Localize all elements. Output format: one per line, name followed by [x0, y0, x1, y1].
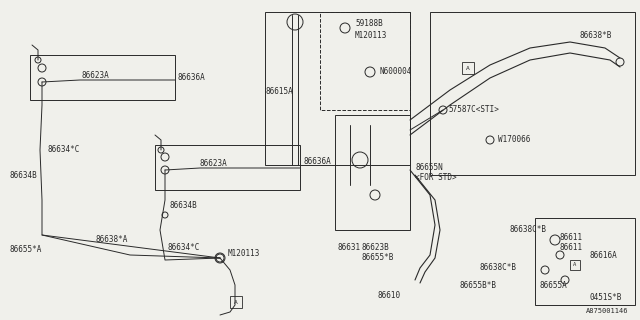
Text: 86616A: 86616A: [590, 251, 618, 260]
Text: 59188B: 59188B: [355, 20, 383, 28]
Text: A: A: [573, 262, 577, 268]
Text: 86655A: 86655A: [540, 281, 568, 290]
Text: 86610: 86610: [378, 291, 401, 300]
Text: 86655*B: 86655*B: [362, 253, 394, 262]
Text: 86623B: 86623B: [362, 244, 390, 252]
Text: 86623A: 86623A: [82, 71, 109, 81]
Text: <FOR STD>: <FOR STD>: [415, 173, 456, 182]
Text: 86655B*B: 86655B*B: [460, 281, 497, 290]
Text: 86655*A: 86655*A: [10, 245, 42, 254]
Text: 86638*A: 86638*A: [95, 236, 127, 244]
Text: N600004: N600004: [380, 68, 412, 76]
Text: A875001146: A875001146: [586, 308, 628, 314]
Bar: [570, 260, 580, 270]
Text: 86638*B: 86638*B: [580, 31, 612, 41]
Text: 86623A: 86623A: [200, 158, 228, 167]
Text: 86634B: 86634B: [10, 171, 38, 180]
Text: 57587C<STI>: 57587C<STI>: [448, 106, 499, 115]
Text: 86636A: 86636A: [303, 157, 331, 166]
Text: 86634*C: 86634*C: [168, 244, 200, 252]
Text: A: A: [234, 300, 238, 305]
Text: 86611: 86611: [560, 244, 583, 252]
Text: 86638C*B: 86638C*B: [480, 263, 517, 273]
Bar: [230, 296, 242, 308]
Text: 86611: 86611: [560, 234, 583, 243]
Text: 86655N: 86655N: [415, 164, 443, 172]
Text: 86634B: 86634B: [170, 201, 198, 210]
Text: 86631: 86631: [338, 244, 361, 252]
Text: W170066: W170066: [498, 135, 531, 145]
Text: M120113: M120113: [228, 249, 260, 258]
Text: 86634*C: 86634*C: [48, 146, 81, 155]
Text: A: A: [466, 66, 470, 70]
Text: M120113: M120113: [355, 30, 387, 39]
Text: 86638C*B: 86638C*B: [510, 226, 547, 235]
Text: 0451S*B: 0451S*B: [590, 293, 622, 302]
Bar: [462, 62, 474, 74]
Text: 86615A: 86615A: [265, 87, 292, 97]
Text: 86636A: 86636A: [178, 74, 205, 83]
